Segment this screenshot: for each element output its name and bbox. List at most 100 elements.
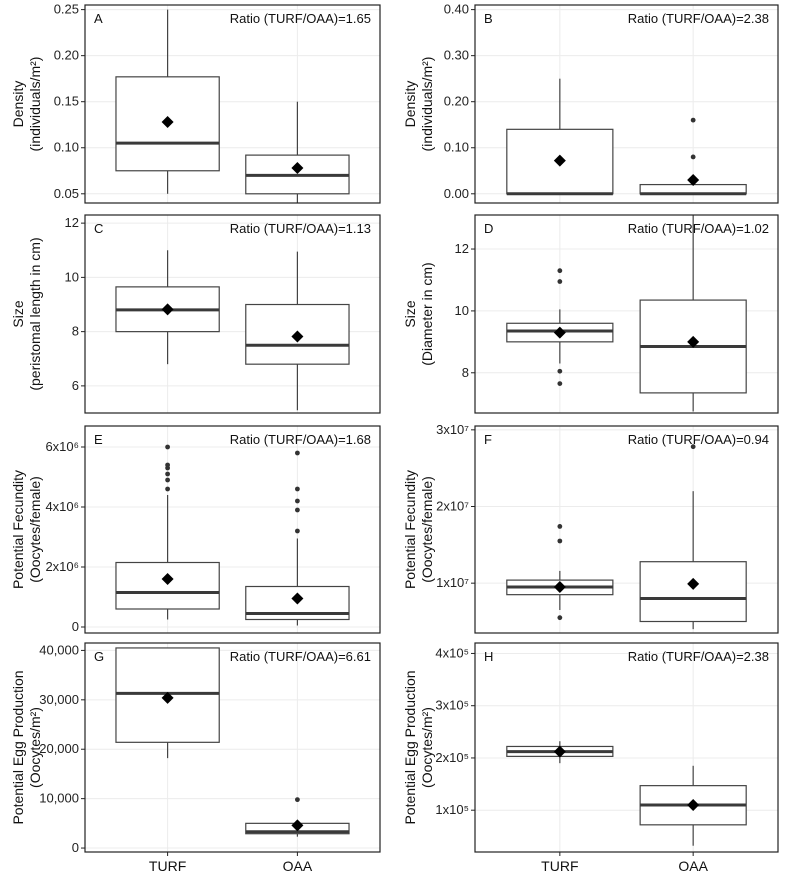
mean-marker-c-oaa [291, 330, 304, 343]
y-tick-label-h-1: 2x10⁵ [435, 750, 469, 765]
y-tick-label-e-2: 4x10⁶ [45, 499, 79, 514]
box-g-turf [115, 647, 220, 743]
y-tick-label-f-2: 3x10⁷ [436, 422, 469, 437]
y-axis-label-line-f-0: Potential Fecundity [402, 470, 418, 589]
panel-letter-g: G [94, 649, 104, 664]
panel-frame-f [474, 425, 779, 634]
y-tick-label-c-2: 10 [65, 269, 79, 284]
x-category-label-g-1: OAA [283, 858, 313, 872]
mean-marker-h-turf [553, 745, 566, 758]
outlier-point-f-oaa-0 [690, 444, 696, 450]
x-category-label-g-0: TURF [149, 858, 186, 872]
y-tick-label-b-1: 0.10 [444, 140, 469, 155]
mean-marker-h-oaa [687, 798, 700, 811]
y-tick-label-g-4: 40,000 [39, 642, 79, 657]
ratio-label-b: Ratio (TURF/OAA)=2.38 [628, 11, 769, 26]
panel-letter-c: C [94, 221, 103, 236]
y-tick-label-h-0: 1x10⁵ [435, 802, 469, 817]
y-axis-label-c: Size(peristomal length in cm) [10, 237, 43, 390]
panel-frame-h [474, 642, 779, 853]
y-tick-label-h-3: 4x10⁵ [435, 645, 469, 660]
mean-marker-g-oaa [291, 819, 304, 832]
panel-letter-h: H [484, 649, 493, 664]
outlier-point-d-turf-1 [557, 368, 563, 374]
ratio-label-f: Ratio (TURF/OAA)=0.94 [628, 432, 769, 447]
y-axis-label-line-e-1: (Oocytes/female) [27, 476, 43, 583]
panel-a: 0.05 0.10 0.15 0.20 0.25 A Ratio (TURF/OAA)=1.… [10, 2, 381, 204]
y-axis-label-line-c-1: (peristomal length in cm) [27, 237, 43, 390]
panel-letter-a: A [94, 11, 103, 26]
outlier-point-e-oaa-2 [295, 498, 300, 504]
y-tick-label-a-1: 0.10 [54, 140, 79, 155]
mean-marker-f-oaa [687, 577, 700, 590]
box-e-turf [115, 561, 220, 610]
y-tick-label-e-3: 6x10⁶ [45, 439, 79, 454]
outlier-point-d-turf-3 [557, 268, 563, 274]
outlier-point-b-oaa-1 [690, 117, 696, 123]
y-tick-label-b-2: 0.20 [444, 94, 469, 109]
x-category-label-h-1: OAA [678, 858, 708, 872]
y-tick-label-d-0: 8 [462, 365, 469, 380]
mean-marker-g-turf [161, 691, 174, 704]
y-axis-label-line-b-1: (individuals/m²) [419, 57, 435, 152]
box-a-turf [115, 76, 220, 172]
ratio-label-g: Ratio (TURF/OAA)=6.61 [230, 649, 371, 664]
y-tick-label-f-0: 1x10⁷ [436, 575, 469, 590]
outlier-point-f-turf-2 [557, 524, 563, 529]
mean-marker-a-oaa [291, 162, 304, 175]
panel-frame-g [84, 642, 381, 853]
y-tick-label-b-3: 0.30 [444, 48, 469, 63]
mean-marker-d-turf [553, 326, 566, 339]
outlier-point-b-oaa-0 [690, 154, 696, 160]
y-axis-label-d: Size(Diameter in cm) [402, 262, 435, 365]
outlier-point-e-oaa-0 [295, 528, 300, 534]
outlier-point-e-turf-5 [165, 444, 171, 450]
outlier-point-e-turf-0 [165, 486, 171, 492]
panel-frame-c [84, 214, 381, 414]
panel-letter-e: E [94, 432, 103, 447]
mean-marker-b-oaa [687, 173, 700, 186]
y-axis-label-line-e-0: Potential Fecundity [10, 470, 26, 589]
outlier-point-e-turf-1 [165, 477, 171, 483]
panel-b: 0.00 0.10 0.20 0.30 0.40 B Ratio (TURF/OAA)=2.… [402, 2, 779, 204]
outlier-point-d-turf-2 [557, 279, 563, 284]
y-axis-label-g: Potential Egg Production(Oocytes/m²) [10, 670, 43, 824]
y-tick-label-d-2: 12 [455, 241, 469, 256]
ratio-label-d: Ratio (TURF/OAA)=1.02 [628, 221, 769, 236]
y-tick-label-a-3: 0.20 [54, 48, 79, 63]
mean-marker-a-turf [161, 115, 174, 128]
panel-frame-b [474, 4, 779, 204]
outlier-point-g-oaa-0 [295, 797, 300, 803]
y-tick-label-a-2: 0.15 [54, 94, 79, 109]
outlier-point-e-oaa-4 [295, 450, 300, 456]
y-tick-label-c-1: 8 [72, 324, 79, 339]
y-axis-label-line-b-0: Density [402, 81, 418, 128]
y-axis-label-e: Potential Fecundity(Oocytes/female) [10, 470, 43, 589]
y-axis-label-a: Density(individuals/m²) [10, 57, 43, 152]
mean-marker-c-turf [161, 303, 174, 316]
panel-f: 1x10⁷ 2x10⁷ 3x10⁷ F Ratio (TURF/OAA)=0.94 Pot… [402, 422, 779, 634]
y-axis-label-line-h-1: (Oocytes/m²) [419, 707, 435, 788]
outlier-point-f-turf-0 [557, 615, 563, 621]
panel-c: 6 8 10 12 C Ratio (TURF/OAA)=1.13 Size(peristo… [10, 214, 381, 414]
y-axis-label-line-a-0: Density [10, 81, 26, 128]
y-tick-label-a-4: 0.25 [54, 2, 79, 17]
y-tick-label-b-4: 0.40 [444, 2, 469, 17]
y-tick-label-d-1: 10 [455, 303, 469, 318]
ratio-label-c: Ratio (TURF/OAA)=1.13 [230, 221, 371, 236]
y-axis-label-line-d-1: (Diameter in cm) [419, 262, 435, 365]
box-f-oaa [639, 561, 747, 623]
y-axis-label-h: Potential Egg Production(Oocytes/m²) [402, 670, 435, 824]
y-tick-label-b-0: 0.00 [444, 186, 469, 201]
panel-e: 0 2x10⁶ 4x10⁶ 6x10⁶ E Ratio (TURF/OAA)=1.68 Po… [10, 425, 381, 634]
panel-g: 0 10,000 20,000 30,000 40,000 G Ratio (TURF/OA… [10, 642, 381, 872]
panel-letter-d: D [484, 221, 493, 236]
y-axis-label-line-a-1: (individuals/m²) [27, 57, 43, 152]
y-tick-label-e-1: 2x10⁶ [45, 559, 79, 574]
ratio-label-e: Ratio (TURF/OAA)=1.68 [230, 432, 371, 447]
panel-d: 8 10 12 D Ratio (TURF/OAA)=1.02 Size(Diameter… [402, 214, 779, 414]
y-axis-label-line-c-0: Size [10, 300, 26, 327]
panel-frame-e [84, 425, 381, 634]
y-tick-label-e-0: 0 [72, 619, 79, 634]
outlier-point-d-turf-0 [557, 381, 563, 387]
